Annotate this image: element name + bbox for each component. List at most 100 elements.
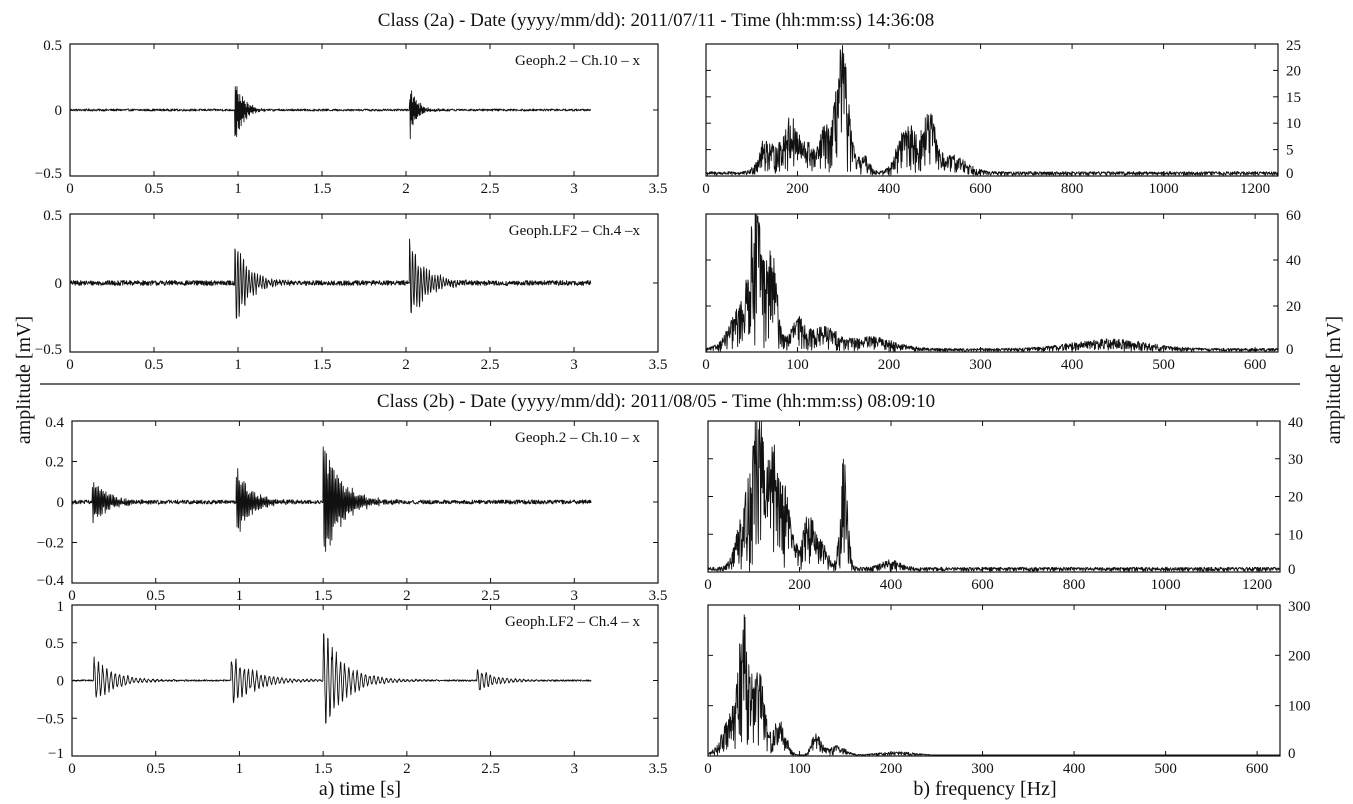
channel-annotation: Geoph.2 – Ch.10 – x <box>515 430 640 446</box>
series-line-p5 <box>71 446 592 552</box>
series-line-p4 <box>705 214 1279 352</box>
x-tick-label: 200 <box>788 577 811 593</box>
x-tick-label: 600 <box>971 577 994 593</box>
x-tick-label: 2 <box>402 357 410 373</box>
series-line-p7 <box>707 421 1281 572</box>
x-tick-label: 0.5 <box>145 357 164 373</box>
panel-p5: 0 0.5 1 1.5 2 2.5 3 3.5 0.4 0.2 0 −0.2 −0.4 Geoph.2 –… <box>37 415 668 604</box>
x-tick-label: 3.5 <box>649 357 668 373</box>
y-tick-label: 40 <box>1288 415 1303 431</box>
y-tick-label: 40 <box>1286 253 1301 269</box>
y-tick-label: 15 <box>1286 90 1301 106</box>
x-tick-label: 100 <box>788 761 811 777</box>
x-tick-label: 1 <box>234 357 242 373</box>
x-tick-label: 2 <box>403 588 411 604</box>
x-axis-label-time: a) time [s] <box>319 778 401 800</box>
x-tick-label: 0 <box>66 181 74 197</box>
title-class-2a: Class (2a) - Date (yyyy/mm/dd): 2011/07/… <box>378 10 934 31</box>
y-tick-label: −0.5 <box>35 166 62 182</box>
y-tick-label: 0.5 <box>45 636 64 652</box>
panel-p3: 0 200 400 600 800 1000 1200 25 20 15 10 5 0 <box>702 38 1301 197</box>
x-tick-label: 3 <box>571 761 579 777</box>
x-axis-label-frequency: b) frequency [Hz] <box>913 778 1056 800</box>
x-tick-label: 1200 <box>1240 181 1270 197</box>
y-tick-label: 0 <box>55 276 63 292</box>
x-tick-label: 200 <box>878 357 901 373</box>
y-axis-label-right: amplitude [mV] <box>1323 316 1345 444</box>
series-line-p3 <box>705 45 1279 176</box>
y-tick-label: 0.2 <box>45 455 64 471</box>
x-tick-label: 600 <box>1244 357 1267 373</box>
y-tick-label: 0 <box>57 674 65 690</box>
y-tick-label: 0 <box>57 495 65 511</box>
x-tick-label: 2.5 <box>481 761 500 777</box>
plot-frame-p8 <box>707 604 1281 757</box>
title-class-2b: Class (2b) - Date (yyyy/mm/dd): 2011/08/… <box>377 391 935 412</box>
y-tick-label: −0.4 <box>37 573 65 589</box>
x-tick-label: 3.5 <box>649 181 668 197</box>
x-tick-label: 0 <box>704 761 712 777</box>
x-tick-label: 200 <box>786 181 809 197</box>
x-tick-label: 500 <box>1152 357 1175 373</box>
y-tick-label: −0.5 <box>35 342 62 358</box>
x-tick-label: 0 <box>702 357 710 373</box>
x-tick-label: 800 <box>1061 181 1084 197</box>
x-tick-label: 1.5 <box>313 181 332 197</box>
plot-frame-p4 <box>705 213 1279 353</box>
y-tick-label: −1 <box>48 746 64 762</box>
x-tick-label: 400 <box>878 181 901 197</box>
x-tick-label: 400 <box>880 577 903 593</box>
x-tick-label: 3 <box>570 181 578 197</box>
y-tick-label: 300 <box>1288 599 1311 615</box>
x-tick-label: 500 <box>1154 761 1177 777</box>
x-tick-label: 0.5 <box>146 588 165 604</box>
series-line-p1 <box>69 86 591 140</box>
x-tick-label: 0.5 <box>146 761 165 777</box>
panel-p8: 0 100 200 300 400 500 600 300 200 100 0 <box>704 599 1310 777</box>
x-tick-label: 1.5 <box>314 761 333 777</box>
x-tick-label: 400 <box>1061 357 1084 373</box>
x-tick-label: 1 <box>236 761 244 777</box>
channel-annotation: Geoph.2 – Ch.10 – x <box>515 53 640 69</box>
y-tick-label: 0.4 <box>45 415 64 431</box>
series-line-p8 <box>707 614 1281 756</box>
x-tick-label: 0 <box>68 761 76 777</box>
channel-annotation: Geoph.LF2 – Ch.4 –x <box>509 223 641 239</box>
y-tick-label: 0 <box>1288 746 1296 762</box>
x-tick-label: 3.5 <box>649 588 668 604</box>
x-tick-label: 3 <box>570 357 578 373</box>
plot-frame-p3 <box>705 43 1279 177</box>
y-tick-label: −0.5 <box>37 711 64 727</box>
panel-p6: 0 0.5 1 1.5 2 2.5 3 3.5 1 0.5 0 −0.5 −1 Geoph.LF2 – C… <box>37 599 668 777</box>
x-tick-label: 2 <box>403 761 411 777</box>
x-tick-label: 1 <box>236 588 244 604</box>
x-tick-label: 1000 <box>1151 577 1181 593</box>
y-axis-label-left: amplitude [mV] <box>13 316 35 444</box>
x-tick-label: 200 <box>880 761 903 777</box>
x-tick-label: 600 <box>969 181 992 197</box>
series-line-p6 <box>71 633 592 724</box>
y-tick-label: 0.5 <box>43 38 62 54</box>
x-tick-label: 300 <box>971 761 994 777</box>
y-tick-label: 0.5 <box>43 208 62 224</box>
x-tick-label: 1 <box>234 181 242 197</box>
y-tick-label: 10 <box>1288 527 1303 543</box>
y-tick-label: 20 <box>1286 299 1301 315</box>
y-tick-label: 100 <box>1288 699 1311 715</box>
y-tick-label: 1 <box>57 599 65 615</box>
channel-annotation: Geoph.LF2 – Ch.4 – x <box>505 614 641 630</box>
x-tick-label: 0 <box>68 588 76 604</box>
y-tick-label: 0 <box>1286 166 1294 182</box>
y-tick-label: 10 <box>1286 116 1301 132</box>
x-tick-label: 1200 <box>1242 577 1272 593</box>
y-tick-label: 200 <box>1288 648 1311 664</box>
y-tick-label: 25 <box>1286 38 1301 54</box>
x-tick-label: 3.5 <box>649 761 668 777</box>
x-tick-label: 0 <box>704 577 712 593</box>
y-tick-label: 5 <box>1286 143 1294 159</box>
y-tick-label: 20 <box>1286 63 1301 79</box>
x-tick-label: 400 <box>1063 761 1086 777</box>
